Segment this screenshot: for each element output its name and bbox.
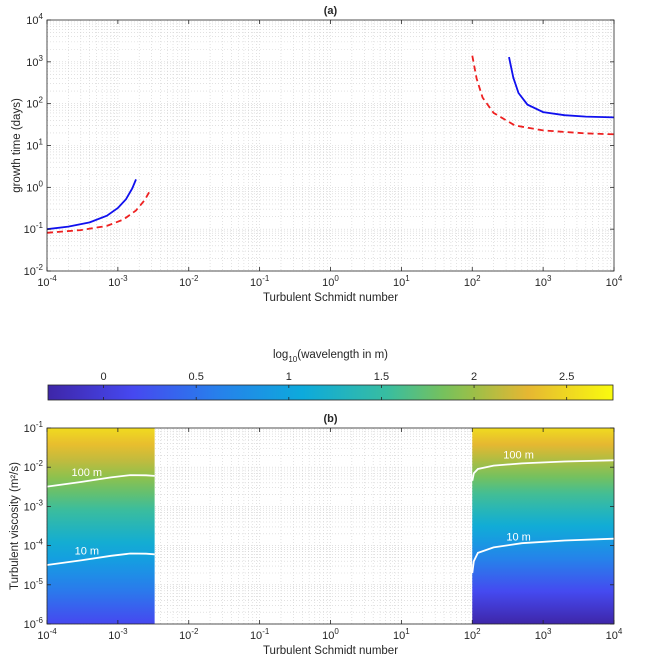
colorbar-tick-label: 0	[101, 371, 107, 383]
y-tick-label: 101	[26, 138, 43, 153]
x-tick-label: 10-1	[250, 274, 270, 289]
colorbar-tick-label: 2	[471, 371, 477, 383]
y-tick-label: 10-4	[24, 538, 44, 553]
x-tick-label: 10-4	[37, 627, 57, 642]
colorbar-tick-label: 1	[286, 371, 292, 383]
colorbar-tick-label: 2.5	[559, 371, 574, 383]
x-tick-label: 10-3	[108, 274, 128, 289]
x-axis-label: Turbulent Schmidt number	[263, 645, 398, 657]
x-tick-label: 103	[535, 274, 552, 289]
x-tick-label: 102	[464, 627, 481, 642]
panel-title: (b)	[323, 413, 337, 425]
y-tick-label: 104	[26, 12, 43, 27]
x-tick-label: 104	[606, 274, 623, 289]
x-tick-label: 100	[322, 274, 339, 289]
x-tick-label: 101	[393, 274, 410, 289]
series-line-0	[508, 56, 615, 119]
x-axis-label: Turbulent Schmidt number	[263, 292, 398, 304]
contour-label: 10 m	[75, 545, 99, 557]
x-tick-label: 10-2	[179, 274, 199, 289]
series-line-1	[471, 55, 615, 136]
y-tick-label: 10-3	[24, 498, 44, 513]
heatmap-region	[47, 428, 155, 624]
x-tick-label: 10-3	[108, 627, 128, 642]
heatmap-region	[472, 428, 614, 624]
x-tick-label: 103	[535, 627, 552, 642]
colorbar-label-rest: (wavelength in m)	[297, 349, 388, 361]
x-tick-label: 10-4	[37, 274, 57, 289]
colorbar-bar	[47, 384, 614, 401]
colorbar-label-sub: 10	[288, 355, 297, 364]
contour-label: 100 m	[72, 467, 103, 479]
y-axis-label: growth time (days)	[11, 98, 23, 193]
panel-title: (a)	[324, 5, 338, 17]
series-line-0	[46, 179, 137, 231]
colorbar-tick-label: 1.5	[374, 371, 389, 383]
x-tick-label: 10-2	[179, 627, 199, 642]
x-tick-label: 100	[322, 627, 339, 642]
y-tick-label: 10-2	[24, 263, 44, 278]
panel-a: 10-4 10-3 10-2 10-1 100 101 102 103 104 10-2 10-1 1…	[11, 5, 623, 304]
x-tick-label: 101	[393, 627, 410, 642]
series-line-1	[46, 190, 151, 234]
x-tick-label: 102	[464, 274, 481, 289]
y-tick-label: 102	[26, 96, 43, 111]
y-tick-label: 103	[26, 54, 43, 69]
colorbar-tick-label: 0.5	[189, 371, 204, 383]
contour-line	[471, 459, 615, 481]
y-tick-label: 10-6	[24, 616, 44, 631]
x-tick-label: 10-1	[250, 627, 270, 642]
y-tick-label: 10-1	[24, 221, 44, 236]
contour-line	[471, 537, 615, 574]
x-tick-label: 104	[606, 627, 623, 642]
grid	[46, 20, 614, 272]
contour-label: 10 m	[506, 531, 530, 543]
contour-line	[46, 552, 155, 566]
y-tick-label: 10-2	[24, 459, 44, 474]
contour-line	[46, 474, 155, 488]
y-tick-label: 10-5	[24, 577, 44, 592]
y-axis-label: Turbulent viscosity (m²/s)	[9, 462, 21, 590]
panel-b: 100 m 100 m 10 m 10 m 10-4 10-3 10-2 10-1 100 101…	[9, 413, 623, 657]
y-tick-label: 10-1	[24, 420, 44, 435]
y-tick-label: 100	[26, 179, 43, 194]
contour-label: 100 m	[503, 450, 534, 462]
colorbar-label-base: log	[273, 349, 288, 361]
colorbar: 0 0.5 1 1.5 2 2.5 log10(wavelength in m)	[47, 349, 614, 401]
colorbar-label: log10(wavelength in m)	[273, 349, 388, 364]
